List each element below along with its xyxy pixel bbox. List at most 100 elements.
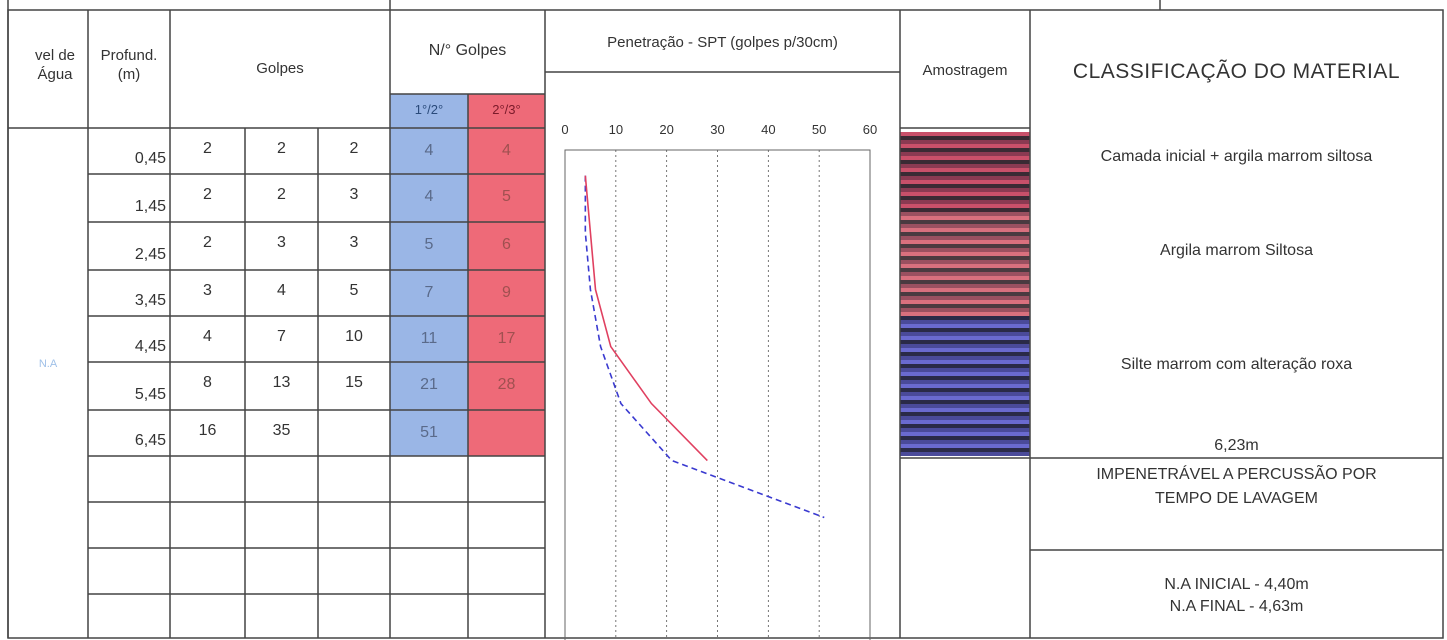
- n12-cell-bg: [390, 174, 468, 222]
- sample-stripe: [900, 360, 1030, 364]
- x-tick-label: 20: [659, 122, 674, 137]
- sample-stripe: [900, 364, 1030, 368]
- sample-stripe: [900, 172, 1030, 176]
- golpe-3-cell: 15: [345, 374, 363, 391]
- golpe-2-cell: 2: [277, 186, 286, 203]
- n23-cell-bg: [468, 410, 545, 456]
- sample-stripe: [900, 164, 1030, 168]
- sample-stripe: [900, 412, 1030, 416]
- sample-stripe: [900, 256, 1030, 260]
- sample-stripe: [900, 444, 1030, 448]
- n-golpes-2-3-cell: 5: [502, 188, 511, 205]
- sample-stripe: [900, 348, 1030, 352]
- n23-cell-bg: [468, 128, 545, 174]
- n12-cell-bg: [390, 128, 468, 174]
- sample-stripe: [900, 296, 1030, 300]
- sample-stripe: [900, 260, 1030, 264]
- header-amostragem: Amostragem: [922, 62, 1008, 79]
- sample-stripe: [900, 320, 1030, 324]
- sample-stripe: [900, 248, 1030, 252]
- golpe-1-cell: 2: [203, 234, 212, 251]
- sample-stripe: [900, 288, 1030, 292]
- sample-stripe: [900, 160, 1030, 164]
- depth-cell: 3,45: [134, 292, 166, 309]
- sample-stripe: [900, 252, 1030, 256]
- sample-stripe: [900, 140, 1030, 144]
- sample-stripe: [900, 340, 1030, 344]
- subheader-1-2-bg: [390, 94, 468, 128]
- class-layer-2: Argila marrom Siltosa: [1160, 242, 1313, 259]
- n-golpes-1-2-cell: 4: [424, 188, 434, 205]
- subheader-2-3-bg: [468, 94, 545, 128]
- depth-cell: 1,45: [134, 198, 166, 215]
- sample-stripe: [900, 384, 1030, 388]
- sample-stripe: [900, 416, 1030, 420]
- chart-title: Penetração - SPT (golpes p/30cm): [607, 34, 838, 51]
- header-golpes: Golpes: [256, 60, 304, 77]
- header-sub-1-2: 1°/2°: [414, 102, 444, 117]
- sample-stripe: [900, 236, 1030, 240]
- depth-cell: 2,45: [134, 246, 166, 263]
- sample-stripe: [900, 368, 1030, 372]
- series-line-1: [584, 175, 708, 462]
- impenetravel-line-2: TEMPO DE LAVAGEM: [1155, 490, 1318, 507]
- sample-stripe: [900, 428, 1030, 432]
- x-tick-label: 40: [761, 122, 776, 137]
- sample-stripe: [900, 420, 1030, 424]
- x-tick-label: 50: [811, 122, 827, 137]
- sample-stripe: [900, 308, 1030, 312]
- sample-stripe: [900, 436, 1030, 440]
- golpe-2-cell: 2: [277, 140, 286, 157]
- sample-stripe: [900, 404, 1030, 408]
- sample-stripe: [900, 292, 1030, 296]
- golpe-3-cell: 3: [349, 186, 359, 203]
- sample-stripe: [900, 224, 1030, 228]
- sample-stripe: [900, 136, 1030, 140]
- golpe-2-cell: 7: [277, 328, 286, 345]
- sample-stripe: [900, 388, 1030, 392]
- sample-stripe: [900, 216, 1030, 220]
- golpe-2-cell: 3: [277, 234, 286, 251]
- sample-stripe: [900, 232, 1030, 236]
- header-n-golpes: N/° Golpes: [428, 42, 507, 59]
- header-sub-2-3: 2°/3°: [492, 102, 521, 117]
- n-golpes-1-2-cell: 7: [424, 284, 434, 301]
- table-grid: [7, 0, 1444, 639]
- n23-cell-bg: [468, 222, 545, 270]
- golpe-3-cell: 10: [345, 328, 363, 345]
- sample-stripe: [900, 376, 1030, 380]
- n-golpes-1-2-cell: 21: [420, 376, 438, 393]
- n12-cell-bg: [390, 270, 468, 316]
- sample-stripe: [900, 276, 1030, 280]
- sample-stripe: [900, 208, 1030, 212]
- sample-stripe: [900, 300, 1030, 304]
- sample-stripe: [900, 212, 1030, 216]
- class-layer-3: Silte marrom com alteração roxa: [1120, 356, 1353, 373]
- spt-chart: [564, 149, 871, 640]
- golpe-3-cell: 2: [349, 140, 359, 157]
- n23-cell-bg: [468, 362, 545, 410]
- sample-stripe: [900, 152, 1030, 156]
- sample-stripe: [900, 204, 1030, 208]
- sample-stripe: [900, 316, 1030, 320]
- sample-stripe: [900, 240, 1030, 244]
- header-classificacao: CLASSIFICAÇÃO DO MATERIAL: [1072, 60, 1401, 83]
- na-final: N.A FINAL - 4,63m: [1169, 598, 1304, 615]
- sample-stripe: [900, 200, 1030, 204]
- sample-stripe: [900, 352, 1030, 356]
- sample-stripe: [900, 188, 1030, 192]
- sample-stripe: [900, 168, 1030, 172]
- sample-stripe: [900, 392, 1030, 396]
- sample-stripe: [900, 192, 1030, 196]
- sample-stripe: [900, 344, 1030, 348]
- sample-stripe: [900, 268, 1030, 272]
- x-tick-label: 0: [561, 122, 569, 137]
- n-golpes-2-3-cell: 9: [502, 284, 511, 301]
- sample-stripe: [900, 272, 1030, 276]
- depth-cell: 5,45: [134, 386, 166, 403]
- sample-stripe: [900, 156, 1030, 160]
- sample-stripe: [900, 196, 1030, 200]
- depth-cell: 0,45: [134, 150, 166, 167]
- sample-strip: [900, 132, 1030, 456]
